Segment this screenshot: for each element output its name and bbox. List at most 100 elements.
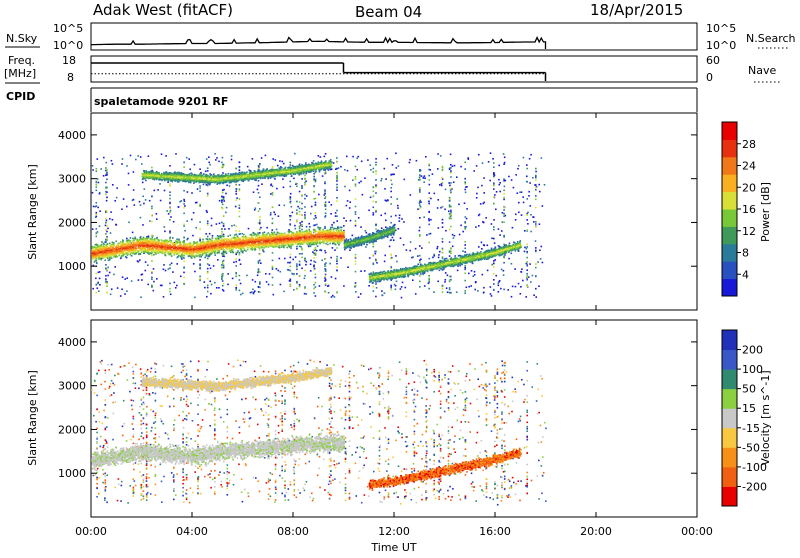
- scatter-point: [141, 274, 143, 276]
- scatter-point: [540, 258, 542, 260]
- scatter-point: [169, 230, 171, 232]
- scatter-point: [232, 278, 234, 280]
- scatter-point: [437, 199, 439, 201]
- scatter-point: [390, 266, 392, 268]
- scatter-point: [151, 278, 153, 280]
- scatter-point: [98, 290, 100, 292]
- scatter-point: [169, 183, 171, 185]
- scatter-point: [384, 261, 386, 263]
- scatter-point: [522, 196, 524, 198]
- scatter-point: [334, 243, 336, 245]
- scatter-point: [296, 186, 298, 188]
- scatter-point: [308, 223, 310, 225]
- scatter-point: [304, 270, 306, 272]
- scatter-point: [132, 238, 134, 240]
- scatter-point: [503, 197, 505, 199]
- scatter-point: [340, 166, 342, 168]
- scatter-point: [324, 189, 326, 191]
- scatter-point: [526, 168, 528, 170]
- scatter-point: [301, 194, 303, 196]
- scatter-point: [437, 246, 439, 248]
- scatter-point: [261, 157, 263, 159]
- scatter-point: [290, 224, 292, 226]
- scatter-point: [512, 227, 514, 229]
- scatter-point: [254, 209, 256, 211]
- scatter-point: [296, 273, 298, 275]
- scatter-point: [324, 227, 326, 229]
- scatter-point: [292, 234, 294, 236]
- scatter-point: [301, 187, 303, 189]
- scatter-point: [142, 224, 144, 226]
- scatter-point: [223, 215, 225, 217]
- scatter-point: [157, 242, 159, 244]
- scatter-point: [292, 212, 294, 214]
- power-scatter: [91, 152, 545, 298]
- scatter-point: [355, 220, 357, 222]
- scatter-point: [227, 235, 229, 237]
- scatter-point: [104, 254, 106, 256]
- scatter-point: [142, 182, 144, 184]
- scatter-point: [373, 264, 375, 266]
- scatter-point: [335, 278, 337, 280]
- scatter-point: [204, 281, 206, 283]
- scatter-point: [235, 261, 237, 263]
- scatter-point: [114, 200, 116, 202]
- scatter-point: [235, 276, 237, 278]
- scatter-point: [316, 231, 318, 233]
- scatter-point: [395, 153, 397, 155]
- scatter-point: [450, 164, 452, 166]
- scatter-point: [309, 231, 311, 233]
- scatter-point: [442, 170, 444, 172]
- scatter-point: [199, 187, 201, 189]
- scatter-point: [373, 214, 375, 216]
- scatter-point: [226, 240, 228, 242]
- scatter-point: [336, 260, 338, 262]
- scatter-point: [142, 196, 144, 198]
- scatter-point: [139, 259, 141, 261]
- scatter-point: [400, 288, 402, 290]
- scatter-point: [257, 275, 259, 277]
- scatter-point: [237, 235, 239, 237]
- scatter-point: [350, 220, 352, 222]
- scatter-point: [133, 171, 135, 173]
- scatter-point: [259, 235, 261, 237]
- scatter-point: [535, 288, 537, 290]
- scatter-point: [349, 190, 351, 192]
- scatter-point: [275, 244, 277, 246]
- scatter-point: [419, 230, 421, 232]
- scatter-point: [141, 163, 143, 165]
- scatter-point: [301, 229, 303, 231]
- scatter-point: [313, 218, 315, 220]
- scatter-point: [498, 228, 500, 230]
- scatter-point: [170, 216, 172, 218]
- scatter-point: [390, 179, 392, 181]
- scatter-point: [96, 214, 98, 216]
- scatter-point: [527, 223, 529, 225]
- scatter-point: [325, 215, 327, 217]
- scatter-point: [324, 156, 326, 158]
- scatter-point: [290, 243, 292, 245]
- scatter-point: [178, 206, 180, 208]
- scatter-point: [209, 264, 211, 266]
- scatter-point: [375, 296, 377, 298]
- scatter-point: [151, 271, 153, 273]
- scatter-point: [105, 264, 107, 266]
- scatter-point: [336, 247, 338, 249]
- scatter-point: [313, 191, 315, 193]
- scatter-point: [315, 204, 317, 206]
- scatter-point: [532, 275, 534, 277]
- scatter-point: [108, 248, 110, 250]
- scatter-point: [368, 210, 370, 212]
- scatter-point: [96, 233, 98, 235]
- scatter-point: [344, 169, 346, 171]
- scatter-point: [232, 251, 234, 253]
- scatter-point: [304, 216, 306, 218]
- scatter-point: [304, 184, 306, 186]
- scatter-point: [126, 238, 128, 240]
- scatter-point: [194, 164, 196, 166]
- scatter-point: [464, 251, 466, 253]
- scatter-point: [284, 258, 286, 260]
- scatter-point: [537, 261, 539, 263]
- scatter-point: [446, 287, 448, 289]
- scatter-point: [355, 213, 357, 215]
